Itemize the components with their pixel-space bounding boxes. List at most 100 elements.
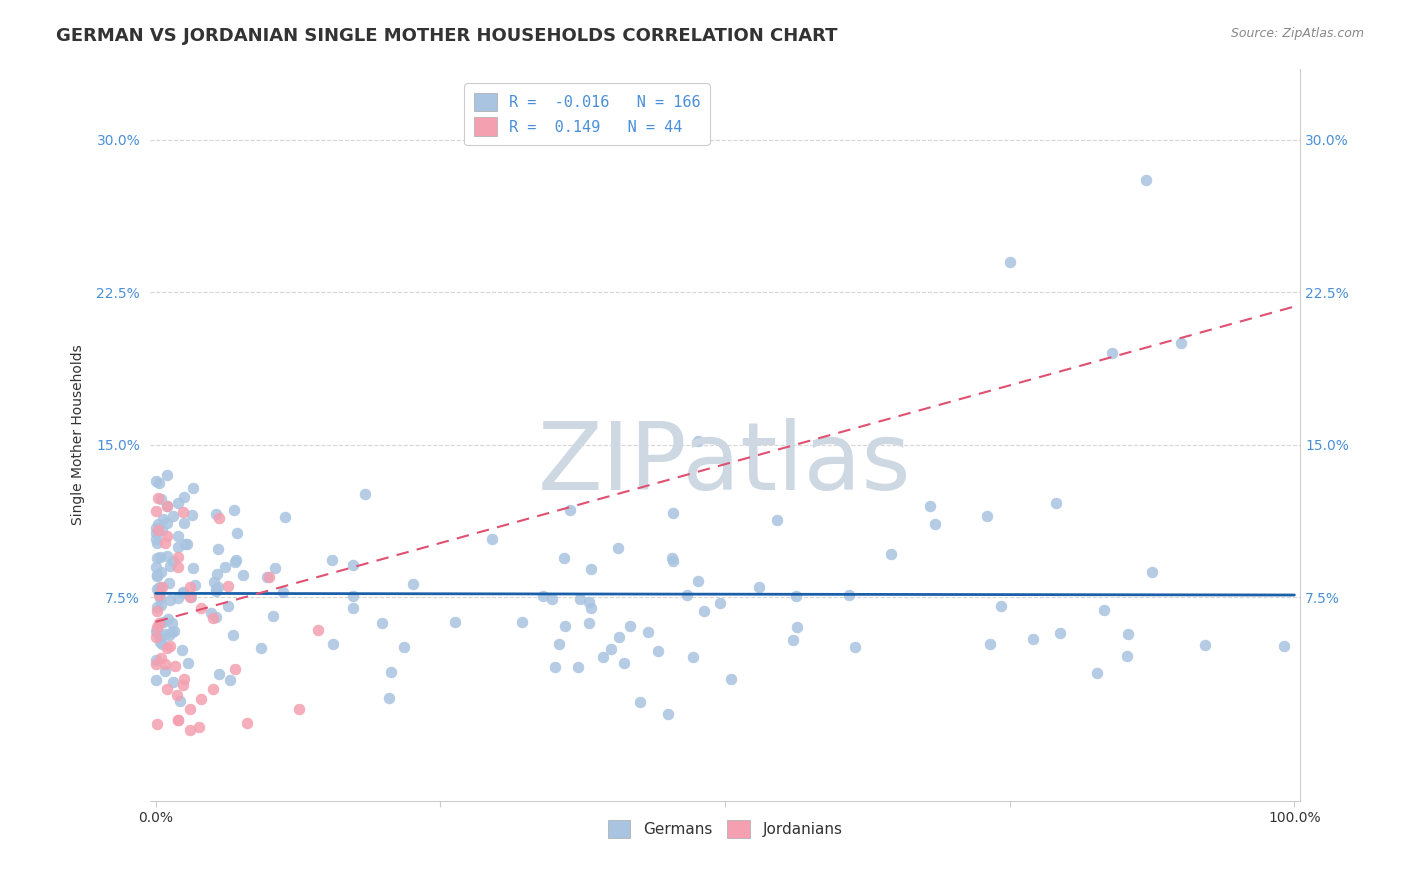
Point [167,529,190,543]
Point [232,567,254,582]
Point [173,491,195,505]
Point [224,555,246,569]
Point [149,550,172,565]
Point [149,632,172,646]
Point [149,580,172,594]
Point [172,585,194,599]
Point [145,520,167,534]
Point [606,541,628,555]
Point [148,586,170,600]
Point [510,615,533,629]
Point [271,585,294,599]
Point [153,657,176,672]
Point [548,637,571,651]
Point [145,568,167,582]
Point [544,660,567,674]
Point [287,702,309,716]
Point [554,619,576,633]
Point [1092,603,1115,617]
Point [720,672,742,686]
Point [170,643,193,657]
Point [990,599,1012,614]
Point [200,607,222,621]
Point [179,591,201,605]
Point [179,702,201,716]
Point [190,600,212,615]
Point [152,615,174,629]
Point [219,673,242,687]
Point [156,499,179,513]
Point [180,591,202,605]
Point [146,604,169,618]
Point [165,659,187,673]
Point [157,628,180,642]
Point [172,678,194,692]
Point [205,582,228,597]
Point [159,559,181,574]
Point [402,577,425,591]
Point [1115,648,1137,663]
Point [844,640,866,655]
Point [205,507,228,521]
Point [782,633,804,648]
Point [156,549,179,564]
Text: Source: ZipAtlas.com: Source: ZipAtlas.com [1230,27,1364,40]
Point [179,723,201,737]
Point [145,504,167,518]
Point [148,591,170,606]
Point [558,503,581,517]
Point [661,551,683,566]
Point [567,659,589,673]
Point [162,625,184,640]
Point [217,578,239,592]
Point [167,713,190,727]
Point [148,476,170,491]
Point [146,582,169,596]
Point [1022,632,1045,646]
Point [785,589,807,603]
Point [1085,665,1108,680]
Point [1049,626,1071,640]
Point [579,562,602,576]
Point [159,593,181,607]
Point [145,560,167,574]
Point [307,623,329,637]
Point [321,553,343,567]
Point [146,620,169,634]
Point [173,585,195,599]
Point [662,506,685,520]
Point [152,637,174,651]
Point [167,713,190,727]
Text: GERMAN VS JORDANIAN SINGLE MOTHER HOUSEHOLDS CORRELATION CHART: GERMAN VS JORDANIAN SINGLE MOTHER HOUSEH… [56,27,838,45]
Point [156,468,179,483]
Point [578,616,600,631]
Point [207,541,229,556]
Point [976,509,998,524]
Point [236,716,259,731]
Point [1116,627,1139,641]
Point [838,588,860,602]
Point [1101,346,1123,360]
Legend: Germans, Jordanians: Germans, Jordanians [602,814,849,845]
Point [249,640,271,655]
Point [380,665,402,679]
Point [167,540,190,554]
Point [217,599,239,613]
Point [274,510,297,524]
Point [146,717,169,731]
Point [998,254,1021,268]
Point [150,580,173,594]
Point [222,628,245,642]
Point [257,570,280,584]
Point [176,537,198,551]
Point [156,499,179,513]
Point [207,580,229,594]
Point [578,595,600,609]
Point [600,642,623,657]
Point [172,505,194,519]
Point [145,673,167,687]
Point [1272,639,1295,653]
Point [686,434,709,448]
Point [647,644,669,658]
Point [163,624,186,639]
